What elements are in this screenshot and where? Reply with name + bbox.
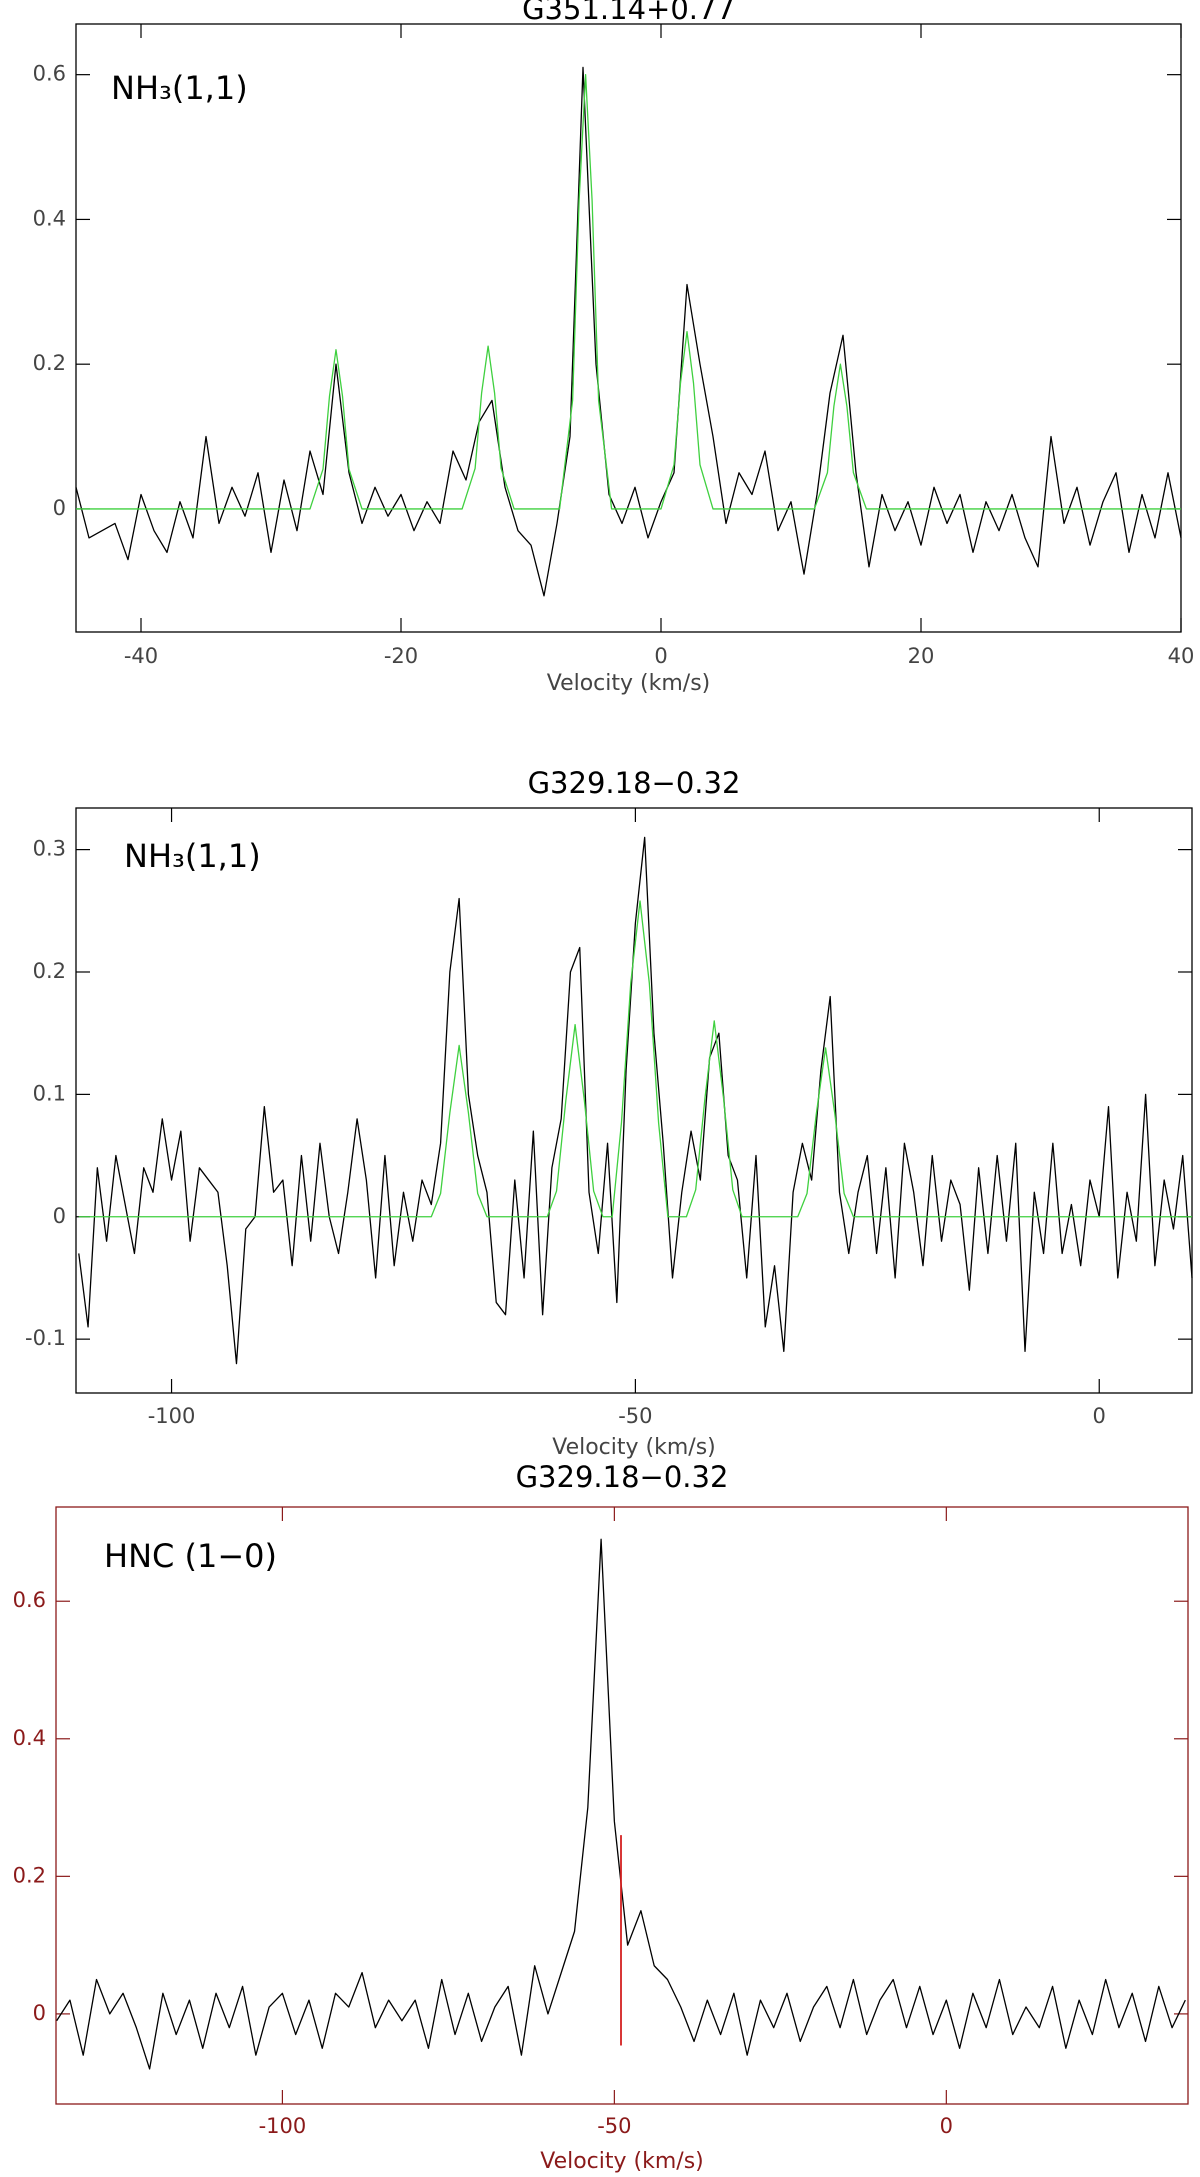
y-tick-label: -0.1 bbox=[25, 1326, 66, 1350]
y-tick-label: 0.4 bbox=[33, 206, 66, 230]
x-tick-label: 20 bbox=[908, 644, 935, 668]
line-label: NH₃(1,1) bbox=[111, 69, 248, 107]
y-tick-label: 0.6 bbox=[13, 1588, 46, 1612]
x-axis-label: Velocity (km/s) bbox=[547, 671, 711, 696]
spectrum-line bbox=[78, 836, 1193, 1365]
x-tick-label: -50 bbox=[597, 2114, 631, 2138]
x-axis-label: Velocity (km/s) bbox=[540, 2149, 704, 2174]
y-tick-label: 0.4 bbox=[13, 1726, 46, 1750]
plot-frame bbox=[75, 23, 1182, 633]
y-tick-label: 0.1 bbox=[33, 1081, 66, 1105]
y-tick-label: 0 bbox=[33, 2001, 46, 2025]
chart-title: G351.14+0.77 bbox=[522, 0, 735, 26]
x-tick-label: 0 bbox=[1093, 1404, 1106, 1428]
y-tick-label: 0.2 bbox=[33, 351, 66, 375]
y-tick-label: 0 bbox=[53, 1204, 66, 1228]
spectrum-line bbox=[76, 74, 1181, 510]
chart-title: G329.18−0.32 bbox=[528, 766, 741, 800]
spectrum-line bbox=[75, 66, 1182, 597]
x-tick-label: 40 bbox=[1168, 644, 1195, 668]
y-tick-label: 0 bbox=[53, 496, 66, 520]
x-tick-label: -100 bbox=[148, 1404, 196, 1428]
x-tick-label: 0 bbox=[654, 644, 667, 668]
y-tick-label: 0.6 bbox=[33, 62, 66, 86]
plot-frame bbox=[75, 807, 1193, 1394]
y-tick-label: 0.2 bbox=[13, 1863, 46, 1887]
x-tick-label: -20 bbox=[384, 644, 418, 668]
x-tick-label: -100 bbox=[259, 2114, 307, 2138]
x-axis-label: Velocity (km/s) bbox=[552, 1435, 716, 1460]
x-tick-label: 0 bbox=[940, 2114, 953, 2138]
plot-frame bbox=[55, 1506, 1189, 2105]
x-tick-label: -50 bbox=[618, 1404, 652, 1428]
line-label: NH₃(1,1) bbox=[124, 837, 261, 875]
spectrum-line bbox=[78, 900, 1192, 1218]
chart-title: G329.18−0.32 bbox=[516, 1460, 729, 1494]
y-tick-label: 0.2 bbox=[33, 959, 66, 983]
line-label: HNC (1−0) bbox=[104, 1537, 277, 1575]
y-tick-label: 0.3 bbox=[33, 837, 66, 861]
x-tick-label: -40 bbox=[124, 644, 158, 668]
